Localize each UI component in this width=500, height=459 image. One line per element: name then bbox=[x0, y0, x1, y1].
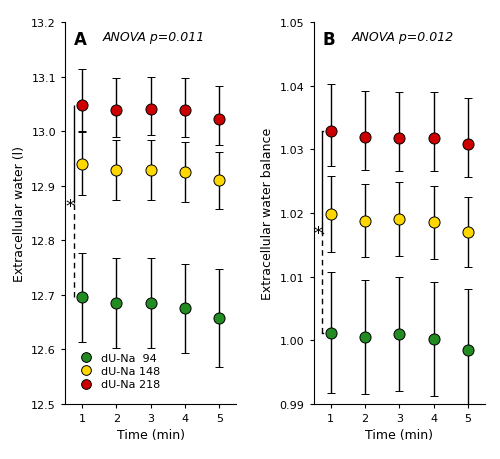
X-axis label: Time (min): Time (min) bbox=[116, 428, 184, 442]
Y-axis label: Extracellular water (l): Extracellular water (l) bbox=[12, 146, 26, 281]
Text: ANOVA p=0.012: ANOVA p=0.012 bbox=[352, 31, 454, 44]
Text: *: * bbox=[314, 225, 322, 243]
Text: B: B bbox=[322, 31, 335, 49]
Text: ANOVA p=0.011: ANOVA p=0.011 bbox=[102, 31, 205, 44]
Text: *: * bbox=[65, 198, 74, 216]
Text: A: A bbox=[74, 31, 86, 49]
Legend: dU-Na  94, dU-Na 148, dU-Na 218: dU-Na 94, dU-Na 148, dU-Na 218 bbox=[74, 352, 161, 391]
X-axis label: Time (min): Time (min) bbox=[366, 428, 434, 442]
Y-axis label: Extracellular water balance: Extracellular water balance bbox=[261, 128, 274, 299]
